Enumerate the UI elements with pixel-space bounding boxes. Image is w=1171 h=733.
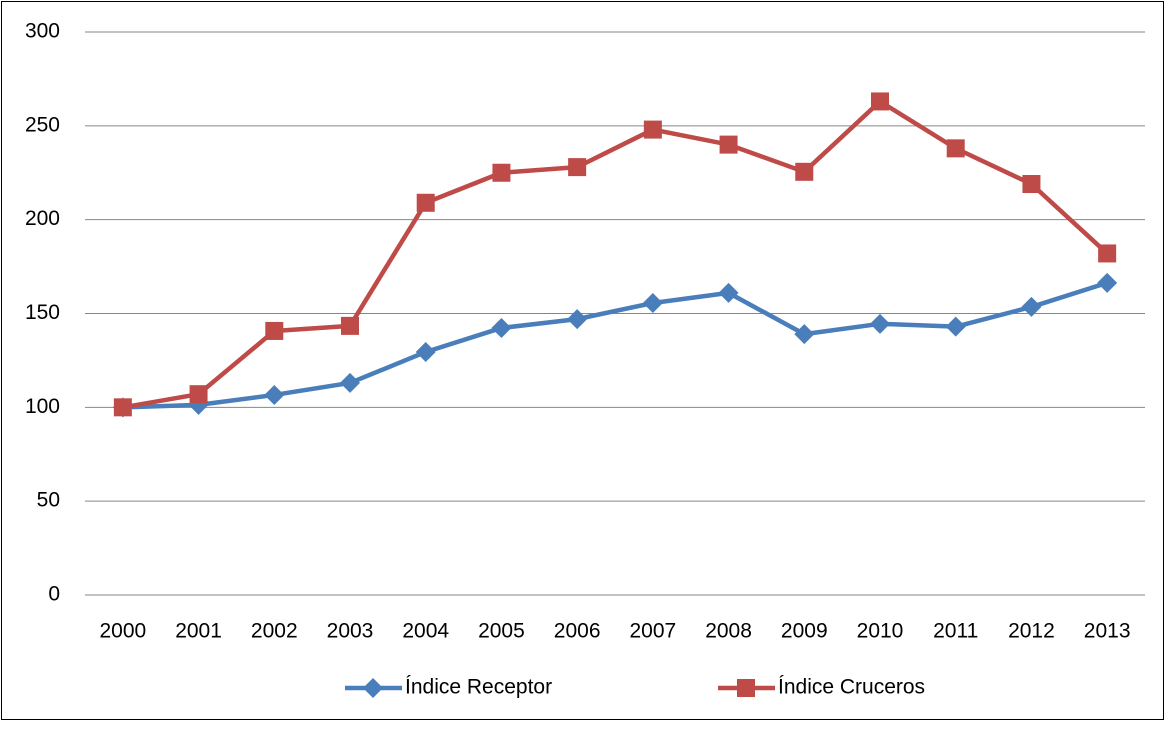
x-tick-label: 2009	[781, 620, 828, 643]
x-tick-label: 2005	[478, 620, 525, 643]
legend-label: Índice Receptor	[405, 676, 552, 699]
marker	[568, 158, 587, 177]
marker	[718, 282, 739, 303]
marker	[1021, 296, 1042, 317]
x-tick-label: 2008	[705, 620, 752, 643]
chart-frame	[1, 1, 1164, 720]
marker	[340, 372, 360, 393]
y-tick-label: 50	[37, 489, 60, 512]
marker	[113, 398, 132, 417]
y-tick-label: 200	[25, 207, 60, 230]
marker	[416, 193, 435, 212]
marker	[642, 292, 663, 313]
x-tick-label: 2004	[402, 620, 449, 643]
x-tick-label: 2010	[857, 620, 904, 643]
marker	[794, 324, 815, 345]
x-tick-label: 2000	[99, 620, 146, 643]
marker	[871, 92, 889, 111]
marker	[567, 309, 588, 330]
marker	[1098, 244, 1117, 263]
marker	[643, 120, 662, 139]
marker	[491, 317, 512, 338]
x-tick-label: 2011	[933, 620, 978, 643]
marker	[946, 139, 965, 158]
series-line	[122, 99, 1109, 410]
y-tick-label: 150	[25, 301, 60, 324]
x-tick-label: 2001	[175, 620, 222, 643]
marker	[870, 313, 890, 334]
marker	[265, 321, 284, 340]
y-tick-label: 100	[25, 395, 60, 418]
marker	[795, 162, 814, 181]
marker	[1097, 272, 1118, 293]
marker	[719, 135, 738, 154]
x-tick-label: 2012	[1008, 620, 1055, 643]
series-line	[122, 280, 1108, 410]
marker	[189, 385, 208, 404]
y-tick-label: 300	[25, 20, 60, 43]
marker	[415, 341, 436, 362]
marker	[363, 678, 383, 698]
y-tick-label: 250	[25, 113, 60, 136]
x-tick-label: 2007	[629, 620, 676, 643]
marker	[1022, 175, 1041, 194]
x-tick-label: 2013	[1084, 620, 1131, 643]
marker	[945, 316, 966, 337]
marker	[341, 316, 359, 335]
legend-label: Índice Cruceros	[778, 676, 925, 699]
marker	[264, 384, 285, 405]
marker	[492, 163, 511, 182]
x-tick-label: 2003	[327, 620, 374, 643]
y-tick-label: 0	[48, 583, 60, 606]
marker	[737, 679, 755, 697]
x-tick-label: 2002	[251, 620, 298, 643]
x-tick-label: 2006	[554, 620, 601, 643]
